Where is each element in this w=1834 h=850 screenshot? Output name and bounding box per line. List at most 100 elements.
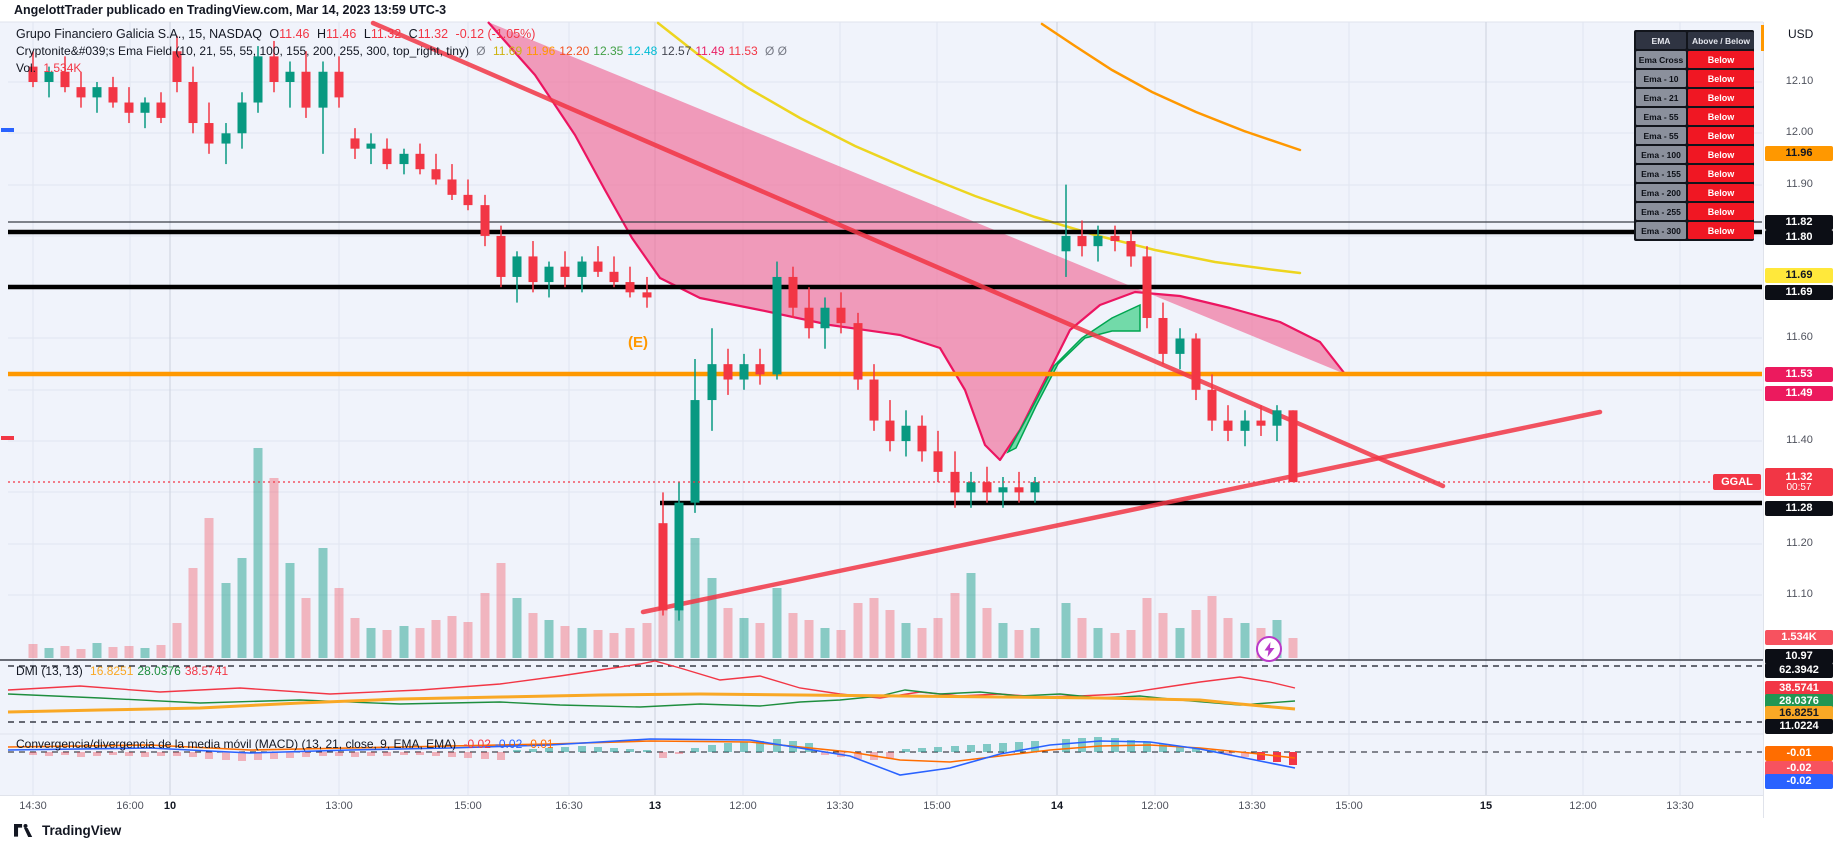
ema-row-label: Ema - 55 [1636, 127, 1686, 144]
time-label: 12:00 [1569, 800, 1597, 812]
time-label: 13:30 [826, 800, 854, 812]
legend-value: 12.35 [593, 44, 624, 58]
elliott-wave-label: (E) [628, 334, 648, 351]
ema-row-status: Below [1688, 70, 1754, 87]
price-badge: 11.82 [1765, 214, 1833, 230]
ema-values: 11.69 11.96 12.20 12.35 12.48 12.57 11.49 11.53 [489, 44, 758, 58]
chart-legend: Grupo Financiero Galicia S.A., 15, NASDA… [16, 26, 787, 77]
legend-value: 11.49 [695, 44, 725, 58]
legend-value: -0.02 [463, 737, 491, 751]
flash-idea-marker[interactable] [1256, 636, 1282, 662]
ema-row-label: Ema - 155 [1636, 165, 1686, 182]
legend-value: -0.01 [526, 737, 554, 751]
volume-value: 1.534K [43, 61, 82, 75]
price-badge: 11.69 [1765, 267, 1833, 283]
publication-watermark: AngelottTrader publicado en TradingView.… [14, 3, 447, 17]
price-badge: 11.69 [1765, 284, 1833, 300]
ema-row-status: Below [1688, 127, 1754, 144]
price-badge: 11.96 [1765, 145, 1833, 161]
symbol-title: Grupo Financiero Galicia S.A., 15, NASDA… [16, 27, 262, 41]
ema-row-status: Below [1688, 222, 1754, 239]
price-badge: 62.3942 [1765, 662, 1833, 678]
time-label: 13:00 [325, 800, 353, 812]
volume-label: Vol. [16, 61, 37, 75]
price-badge: 11.32 00:57 [1765, 468, 1833, 496]
legend-value: 12.48 [627, 44, 658, 58]
brand-text: TradingView [42, 823, 122, 838]
ohlc-close-value: 11.32 [417, 27, 449, 41]
price-badge: 11.53 [1765, 366, 1833, 382]
time-label-day: 10 [163, 800, 177, 812]
price-tick: 11.60 [1786, 331, 1813, 343]
ohlc-open-label: O [269, 27, 280, 41]
time-axis[interactable]: 14:30 16:00 10 13:00 15:00 16:30 13 12:00 13:30 1… [0, 795, 1763, 818]
ema-row-status: Below [1688, 203, 1754, 220]
lightning-icon [1264, 641, 1274, 657]
ema-row-label: Ema Cross [1636, 51, 1686, 68]
price-badge: -0.02 [1765, 773, 1833, 789]
dmi-values: 16.8251 28.0376 38.5741 [86, 664, 228, 678]
legend-value: 11.96 [526, 44, 556, 58]
legend-value: 11.53 [728, 44, 758, 58]
change-value: -0.12 (-1.05%) [455, 27, 536, 41]
legend-value: 12.20 [559, 44, 590, 58]
ema-field-legend-row[interactable]: Cryptonite&#039;s Ema Field (10, 21, 55,… [16, 43, 787, 60]
dmi-name: DMI (13, 13) [16, 664, 83, 678]
time-label: 12:00 [729, 800, 757, 812]
price-badge: 38.5741 [1765, 680, 1833, 696]
price-badge: 11.80 [1765, 229, 1833, 245]
price-badge: 28.0376 [1765, 693, 1833, 709]
legend-value: -0.02 [494, 737, 523, 751]
tradingview-logo-icon [14, 823, 33, 837]
ohlc-low-label: L [363, 27, 371, 41]
footer: TradingView [0, 818, 1834, 850]
price-tick: 12.10 [1785, 75, 1814, 87]
ema-status-table: EMA Above / Below Ema Cross Below Ema - 10 Be… [1634, 30, 1754, 241]
ema-row-label: Ema - 100 [1636, 146, 1686, 163]
currency-label: USD [1788, 27, 1814, 41]
price-badge: 11.49 [1765, 385, 1833, 401]
ema-row-status: Below [1688, 146, 1754, 163]
price-tick: 11.90 [1786, 178, 1813, 190]
time-label: 15:00 [1335, 800, 1363, 812]
time-label: 13:30 [1238, 800, 1266, 812]
ema-row-status: Below [1688, 51, 1754, 68]
ema-prefix: Ø [476, 44, 486, 58]
legend-value: 28.0376 [137, 664, 181, 678]
ema-row-label: Ema - 21 [1636, 89, 1686, 106]
price-badge: 16.8251 [1765, 705, 1833, 721]
time-label-day: 15 [1479, 800, 1493, 812]
ema-row-status: Below [1688, 89, 1754, 106]
legend-value: 16.8251 [90, 664, 134, 678]
volume-legend-row[interactable]: Vol. 1.534K [16, 60, 787, 77]
ema-table-header: EMA [1636, 32, 1686, 49]
price-tick: 11.40 [1786, 434, 1813, 446]
tradingview-brand[interactable]: TradingView [14, 823, 121, 838]
ema-row-label: Ema - 255 [1636, 203, 1686, 220]
symbol-legend-row[interactable]: Grupo Financiero Galicia S.A., 15, NASDA… [16, 26, 787, 43]
time-label: 15:00 [923, 800, 951, 812]
price-badge: 11.28 [1765, 500, 1833, 516]
ema-suffix: Ø Ø [765, 44, 788, 58]
price-tick: 11.10 [1786, 588, 1813, 600]
legend-value: 12.57 [661, 44, 692, 58]
time-label-day: 14 [1050, 800, 1064, 812]
time-label: 15:00 [454, 800, 482, 812]
legend-value: 38.5741 [184, 664, 229, 678]
ohlc-open-value: 11.46 [279, 27, 310, 41]
price-badge: -0.02 [1765, 760, 1833, 776]
time-label: 16:00 [116, 800, 144, 812]
macd-legend-row[interactable]: Convergencia/divergencia de la media móv… [16, 737, 554, 751]
dmi-legend-row[interactable]: DMI (13, 13) 16.8251 28.0376 38.5741 [16, 664, 228, 678]
ohlc-close-label: C [408, 27, 418, 41]
time-label: 14:30 [19, 800, 47, 812]
time-label-day: 13 [648, 800, 662, 812]
price-axis[interactable]: USD 12.10 12.00 11.90 11.60 11.40 11.20 11.10 … [1761, 22, 1834, 818]
time-label: 16:30 [555, 800, 583, 812]
time-label: 12:00 [1141, 800, 1169, 812]
ema-row-label: Ema - 200 [1636, 184, 1686, 201]
price-badge: 1.534K [1765, 629, 1833, 645]
ohlc-low-value: 11.32 [370, 27, 402, 41]
